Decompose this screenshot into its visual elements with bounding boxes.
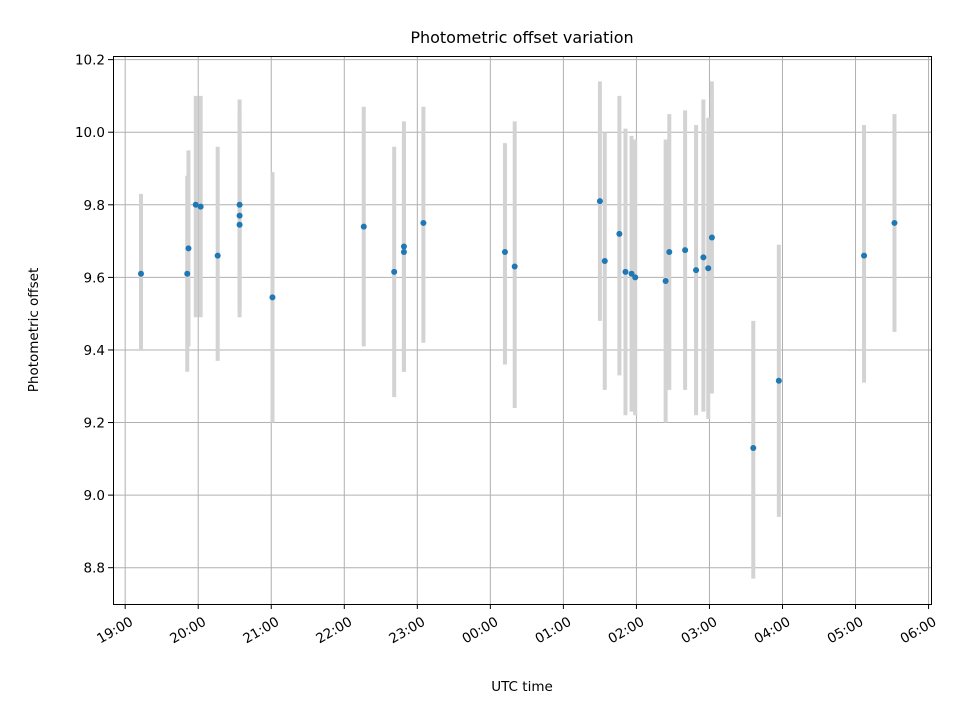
data-point (693, 267, 700, 274)
data-point (192, 201, 199, 208)
data-point (185, 245, 192, 252)
data-point (666, 248, 673, 255)
data-point (596, 198, 603, 205)
data-point (236, 212, 243, 219)
y-tick-label: 10.2 (75, 53, 105, 69)
data-point (420, 219, 427, 226)
data-point (400, 243, 407, 250)
data-point (360, 223, 367, 230)
data-point (197, 203, 204, 210)
data-point (700, 254, 707, 261)
data-point (236, 201, 243, 208)
y-tick-label: 9.0 (84, 488, 105, 504)
y-tick-label: 9.4 (84, 343, 105, 359)
chart-title: Photometric offset variation (410, 28, 633, 47)
y-axis-label: Photometric offset (26, 268, 42, 392)
data-point (622, 268, 629, 275)
data-point (601, 258, 608, 265)
grid-lines (113, 56, 931, 604)
data-point (269, 294, 276, 301)
data-point (501, 248, 508, 255)
data-point (750, 444, 757, 451)
data-point (184, 270, 191, 277)
y-tick-label: 9.8 (84, 198, 105, 214)
data-point (891, 219, 898, 226)
data-point (705, 265, 712, 272)
data-point (708, 234, 715, 241)
data-point (137, 270, 144, 277)
y-tick-label: 10.0 (75, 125, 105, 141)
data-point (391, 268, 398, 275)
data-points (137, 198, 898, 451)
data-point (682, 247, 689, 254)
data-point (214, 252, 221, 259)
y-tick-labels: 8.8 9.0 9.2 9.4 9.6 9.8 10.0 10.2 (75, 53, 105, 577)
data-point (861, 252, 868, 259)
x-axis-label: UTC time (491, 679, 553, 695)
data-point (632, 274, 639, 281)
data-point (511, 263, 518, 270)
y-tick-label: 8.8 (84, 561, 105, 577)
data-point (616, 230, 623, 237)
data-point (236, 221, 243, 228)
data-point (662, 278, 669, 285)
y-tick-label: 9.6 (84, 270, 105, 286)
data-point (400, 248, 407, 255)
y-tick-label: 9.2 (84, 416, 105, 432)
plot-frame (113, 56, 932, 605)
data-point (628, 270, 635, 277)
data-point (775, 377, 782, 384)
